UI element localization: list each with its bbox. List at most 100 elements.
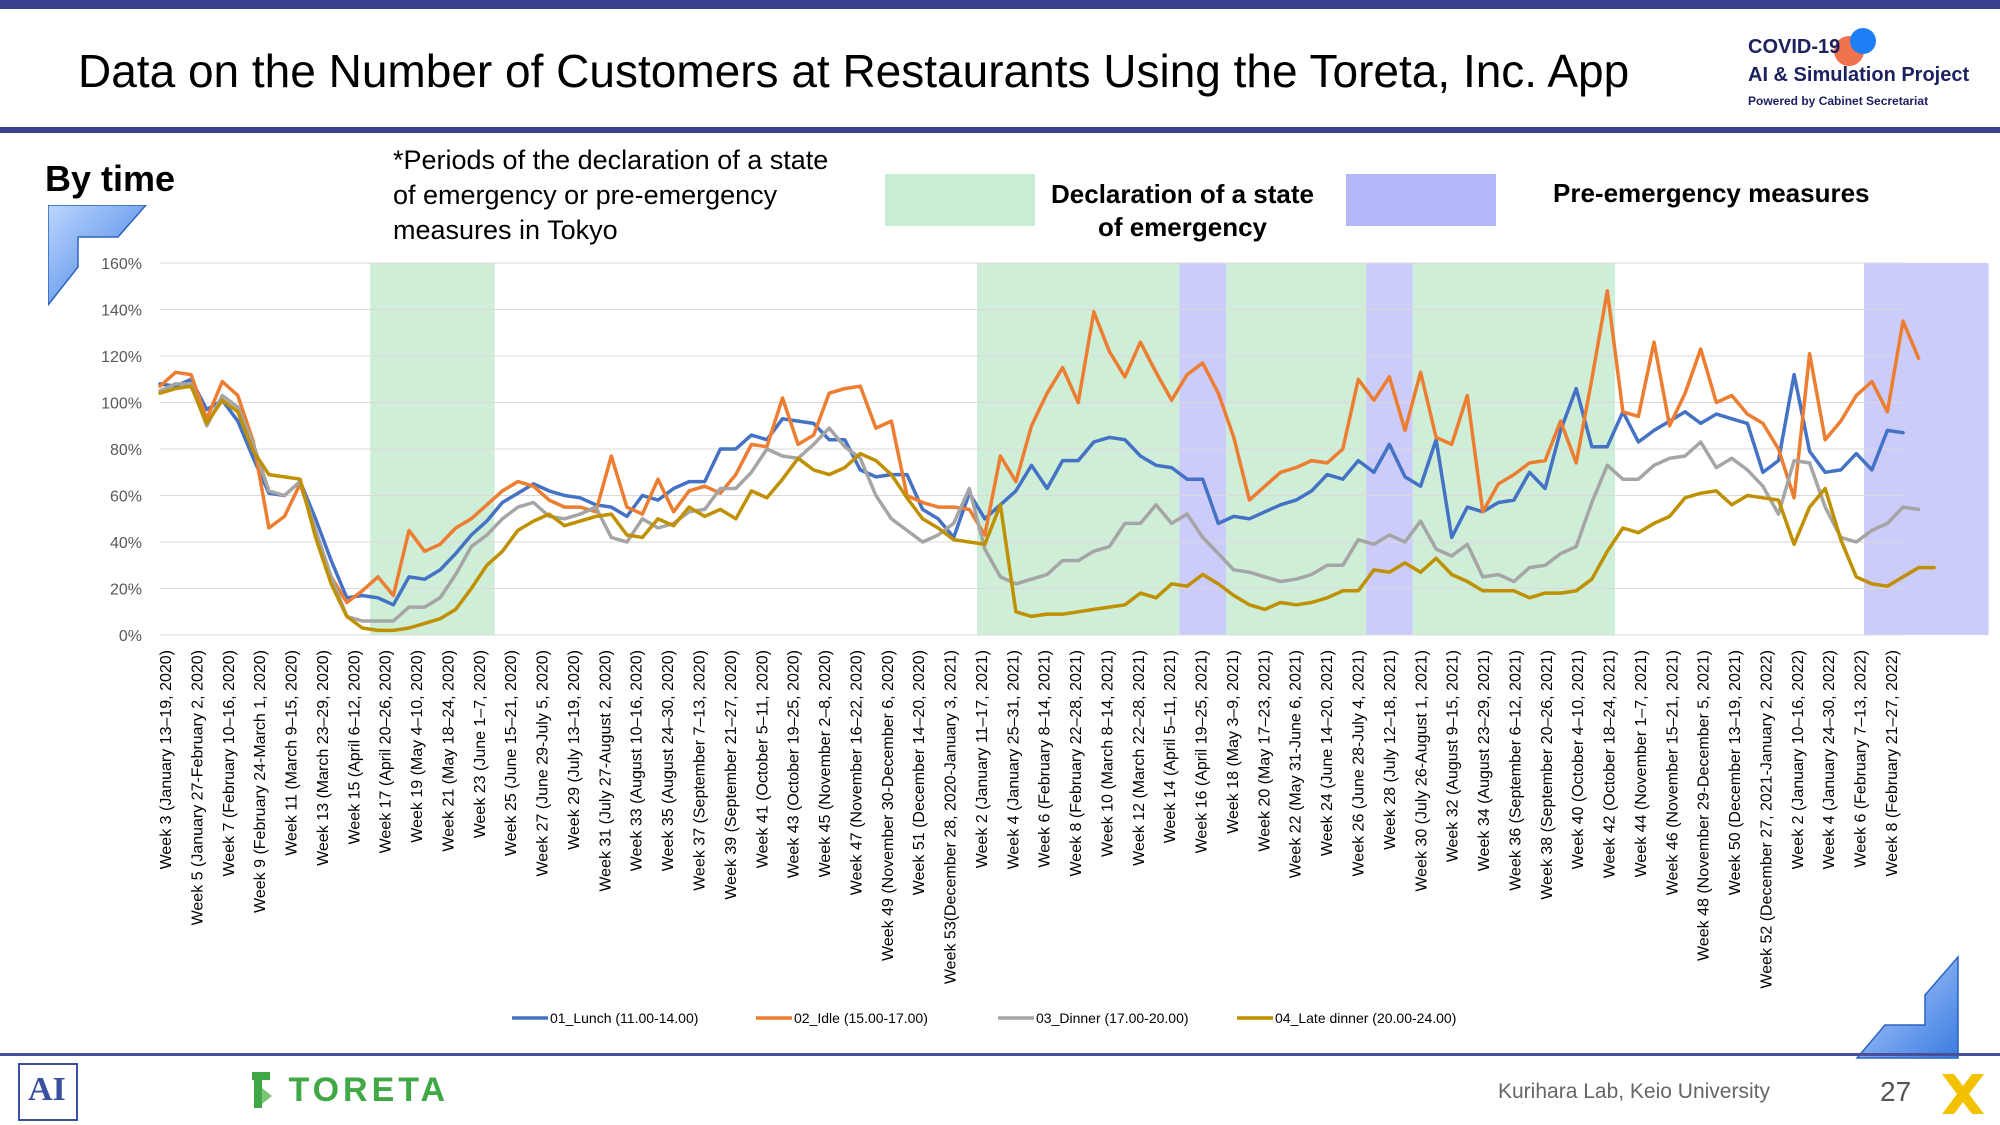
y-axis-ticks: 0% 20% 40% 60% 80% 100% 120% 140% 160% <box>101 256 142 645</box>
x-tick-label: Week 13 (March 23–29, 2020) <box>315 650 332 866</box>
lab-logo: AI <box>18 1063 78 1121</box>
x-tick-label: Week 43 (October 19–25, 2020) <box>786 650 803 878</box>
x-logo-icon <box>1942 1074 1984 1114</box>
x-tick-label: Week 44 (November 1–7, 2021) <box>1633 650 1650 877</box>
legend-label-4: 04_Late dinner (20.00-24.00) <box>1275 1010 1456 1026</box>
legend-label-2: 02_Idle (15.00-17.00) <box>794 1010 928 1026</box>
x-tick-label: Week 2 (January 10–16, 2022) <box>1790 650 1807 869</box>
x-tick-label: Week 4 (January 25–31, 2021) <box>1005 650 1022 869</box>
x-tick-label: Week 6 (February 7–13, 2022) <box>1853 650 1870 868</box>
x-tick-label: Week 51 (December 14–20, 2020) <box>911 650 928 895</box>
toreta-mark-icon <box>252 1072 272 1108</box>
logo-dot-blue <box>1850 28 1876 54</box>
y-tick-label: 40% <box>110 535 142 552</box>
y-tick-label: 60% <box>110 489 142 506</box>
y-tick-label: 0% <box>119 628 142 645</box>
title-divider <box>0 127 2000 133</box>
logo-line3: Powered by Cabinet Secretariat <box>1748 94 1929 108</box>
legend-label-1: 01_Lunch (11.00-14.00) <box>550 1010 698 1026</box>
x-tick-label: Week 42 (October 18–24, 2021) <box>1602 650 1619 878</box>
x-tick-label: Week 6 (February 8–14, 2021) <box>1037 650 1054 868</box>
series-line-1 <box>158 372 1905 607</box>
footer-divider <box>0 1053 2000 1056</box>
x-tick-label: Week 36 (September 6–12, 2021) <box>1507 650 1524 891</box>
x-tick-label: Week 15 (April 6–12, 2020) <box>346 650 363 844</box>
series-legend: 01_Lunch (11.00-14.00) 02_Idle (15.00-17.… <box>512 1010 1456 1026</box>
x-tick-label: Week 27 (June 29-July 5, 2020) <box>535 650 552 877</box>
x-tick-label: Week 45 (November 2–8, 2020) <box>817 650 834 877</box>
series-lines <box>158 289 1936 633</box>
lab-logo-text: AI <box>28 1071 66 1108</box>
x-tick-label: Week 34 (August 23–29, 2021) <box>1476 650 1493 871</box>
logo-line2: AI & Simulation Project <box>1748 64 1970 86</box>
x-tick-label: Week 38 (September 20–26, 2021) <box>1539 650 1556 900</box>
y-tick-label: 20% <box>110 582 142 599</box>
y-tick-label: 160% <box>101 256 142 273</box>
x-tick-label: Week 40 (October 4–10, 2021) <box>1570 650 1587 869</box>
footer-credit: Kurihara Lab, Keio University <box>1498 1080 1770 1103</box>
page-number: 27 <box>1880 1076 1912 1107</box>
top-bar <box>0 0 2000 9</box>
x-tick-label: Week 20 (May 17–23, 2021) <box>1256 650 1273 852</box>
y-tick-label: 80% <box>110 442 142 459</box>
x-tick-label: Week 41 (October 5–11, 2020) <box>754 650 771 868</box>
x-tick-label: Week 25 (June 15–21, 2020) <box>503 650 520 856</box>
x-tick-label: Week 50 (December 13–19, 2021) <box>1727 650 1744 895</box>
x-tick-label: Week 17 (April 20–26, 2020) <box>378 650 395 853</box>
emergency-legend-swatch <box>885 174 1035 226</box>
x-tick-label: Week 19 (May 4–10, 2020) <box>409 650 426 843</box>
corner-decoration-top-left <box>48 205 147 307</box>
y-tick-label: 120% <box>101 349 142 366</box>
section-title: By time <box>45 158 176 199</box>
pre-emergency-legend-label: Pre-emergency measures <box>1553 178 1870 208</box>
toreta-logo: TORETA <box>248 1070 449 1114</box>
x-tick-label: Week 14 (April 5–11, 2021) <box>1162 650 1179 843</box>
x-tick-label: Week 23 (June 1–7, 2020) <box>472 650 489 838</box>
y-tick-label: 140% <box>101 303 142 320</box>
x-tick-label: Week 33 (August 10–16, 2020) <box>629 650 646 871</box>
series-line-4 <box>158 384 1936 633</box>
x-tick-label: Week 8 (February 22–28, 2021) <box>1068 650 1085 877</box>
x-tick-label: Week 24 (June 14–20, 2021) <box>1319 650 1336 856</box>
x-tick-label: Week 10 (March 8–14, 2021) <box>1100 650 1117 857</box>
x-tick-label: Week 9 (February 24-March 1, 2020) <box>252 650 269 913</box>
period-note: *Periods of the declaration of a state o… <box>393 145 829 245</box>
x-tick-label: Week 2 (January 11–17, 2021) <box>974 650 991 868</box>
x-tick-label: Week 18 (May 3–9, 2021) <box>1225 650 1242 834</box>
x-tick-label: Week 21 (May 18–24, 2020) <box>440 650 457 852</box>
project-logo: COVID-19 AI & Simulation Project Powered… <box>1740 22 1980 117</box>
x-tick-label: Week 26 (June 28-July 4, 2021) <box>1351 650 1368 877</box>
toreta-logo-text: TORETA <box>288 1070 450 1109</box>
customer-line-chart: 0% 20% 40% 60% 80% 100% 120% 140% 160% Week 3 (J… <box>101 256 1989 1026</box>
x-tick-label: Week 30 (July 26-August 1, 2021) <box>1413 650 1430 892</box>
logo-line1: COVID-19 <box>1748 36 1841 58</box>
x-tick-label: Week 31 (July 27-August 2, 2020) <box>597 650 614 892</box>
x-tick-label: Week 16 (April 19–25, 2021) <box>1194 650 1211 853</box>
x-tick-label: Week 47 (November 16–22, 2020) <box>848 650 865 895</box>
grid-lines <box>160 262 1903 636</box>
x-tick-label: Week 4 (January 24–30, 2022) <box>1821 650 1838 869</box>
x-tick-label: Week 37 (September 7–13, 2020) <box>692 650 709 891</box>
page-title: Data on the Number of Customers at Resta… <box>78 45 1630 97</box>
x-tick-label: Week 46 (November 15–21, 2021) <box>1664 650 1681 895</box>
x-tick-label: Week 29 (July 13–19, 2020) <box>566 650 583 850</box>
x-tick-label: Week 48 (November 29-December 5, 2021) <box>1696 650 1713 961</box>
x-tick-label: Week 32 (August 9–15, 2021) <box>1445 650 1462 862</box>
x-tick-label: Week 49 (November 30-December 6, 2020) <box>880 650 897 961</box>
x-tick-label: Week 7 (February 10–16, 2020) <box>221 650 238 877</box>
x-tick-label: Week 12 (March 22–28, 2021) <box>1131 650 1148 866</box>
x-tick-label: Week 39 (September 21–27, 2020) <box>723 650 740 900</box>
y-tick-label: 100% <box>101 396 142 413</box>
x-tick-label: Week 53(December 28, 2020-January 3, 202… <box>943 650 960 984</box>
series-line-2 <box>158 289 1921 605</box>
series-line-3 <box>158 382 1921 623</box>
corner-decoration-bottom-right <box>1855 955 1959 1059</box>
x-tick-label: Week 5 (January 27-February 2, 2020) <box>189 650 206 925</box>
legend-label-3: 03_Dinner (17.00-20.00) <box>1036 1010 1189 1026</box>
pre-emergency-legend-swatch <box>1346 174 1496 226</box>
x-tick-label: Week 28 (July 12–18, 2021) <box>1382 650 1399 850</box>
x-tick-label: Week 35 (August 24–30, 2020) <box>660 650 677 871</box>
x-tick-label: Week 3 (January 13–19, 2020) <box>158 650 175 869</box>
x-tick-label: Week 8 (February 21–27, 2022) <box>1884 650 1901 877</box>
x-tick-label: Week 11 (March 9–15, 2020) <box>284 650 301 856</box>
